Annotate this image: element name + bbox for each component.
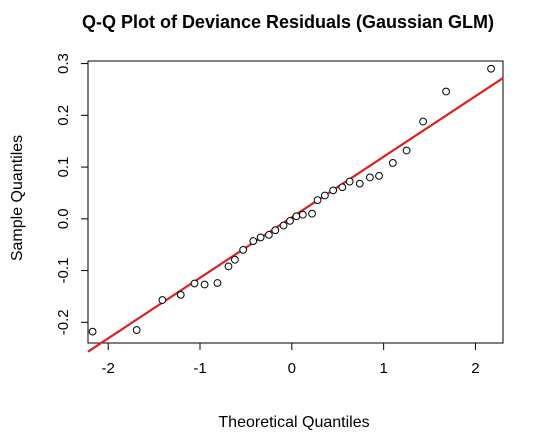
y-axis-title: Sample Quantiles	[9, 135, 26, 261]
residual-point	[264, 230, 273, 239]
residual-point	[279, 221, 288, 230]
y-tick-label: -0.2	[55, 309, 72, 335]
x-tick-label: 2	[471, 360, 479, 377]
residual-point	[176, 290, 185, 299]
x-axis-title: Theoretical Quantiles	[218, 414, 369, 431]
residual-point	[231, 255, 239, 264]
residual-point	[249, 237, 258, 245]
residual-point	[292, 212, 301, 221]
residual-point	[375, 171, 383, 180]
residual-point	[271, 226, 280, 235]
residual-point	[88, 327, 97, 336]
y-tick-label: 0.3	[55, 53, 72, 74]
residual-point	[239, 245, 248, 254]
x-tick-label: 0	[288, 360, 296, 377]
residual-point	[200, 280, 209, 289]
residual-point	[213, 279, 222, 287]
residual-point	[190, 279, 199, 288]
residual-point	[442, 87, 450, 96]
residual-point	[132, 326, 141, 334]
residual-point	[365, 173, 374, 182]
plot-frame	[87, 60, 504, 344]
residual-point	[345, 177, 354, 186]
residual-point	[402, 146, 411, 155]
residual-point	[419, 117, 428, 126]
residual-point	[224, 262, 233, 271]
residual-point	[256, 233, 265, 242]
residual-point	[308, 209, 316, 218]
residual-point	[388, 159, 397, 167]
residual-point	[338, 183, 347, 192]
residual-point	[313, 196, 322, 205]
y-tick-label: -0.1	[55, 258, 72, 284]
residual-point	[298, 210, 307, 219]
y-tick-label: 0.2	[55, 105, 72, 126]
residual-point	[329, 186, 338, 195]
plot-layer: -2 -1 0 1 2 -0.2 -0.1 0.0 0.1 0.2 0.3	[55, 53, 504, 377]
chart-title: Q-Q Plot of Deviance Residuals (Gaussian…	[82, 12, 494, 32]
y-tick-label: 0.0	[55, 208, 72, 229]
residual-point	[320, 191, 329, 200]
residual-point	[158, 296, 167, 304]
x-tick-label: -1	[193, 360, 206, 377]
residual-point	[286, 216, 294, 225]
y-tick-label: 0.1	[55, 157, 72, 178]
residual-point	[355, 179, 364, 188]
x-tick-label: 1	[379, 360, 387, 377]
residual-point	[487, 64, 495, 73]
x-tick-label: -2	[102, 360, 115, 377]
